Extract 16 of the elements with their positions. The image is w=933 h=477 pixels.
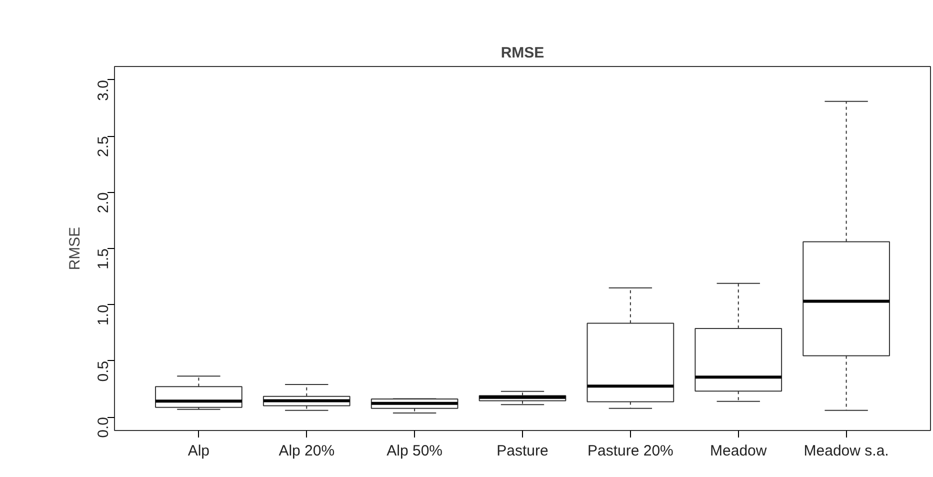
y-tick-label: 1.0 bbox=[95, 304, 112, 326]
y-tick-label: 2.0 bbox=[95, 192, 112, 214]
x-tick-label: Pasture bbox=[496, 442, 548, 460]
y-tick-label: 0.5 bbox=[95, 360, 112, 382]
x-tick-label: Pasture 20% bbox=[587, 442, 674, 460]
y-tick-label: 3.0 bbox=[95, 80, 112, 101]
x-tick-label: Meadow s.a. bbox=[804, 442, 889, 460]
x-tick-label: Alp 50% bbox=[386, 442, 443, 460]
y-axis-title: RMSE bbox=[66, 226, 84, 270]
x-tick-label: Alp bbox=[188, 442, 210, 460]
chart-title: RMSE bbox=[500, 44, 544, 62]
x-tick-label: Alp 20% bbox=[278, 442, 335, 460]
y-tick-label: 2.5 bbox=[95, 136, 112, 158]
y-tick-label: 1.5 bbox=[95, 248, 112, 270]
x-tick-label: Meadow bbox=[710, 442, 767, 460]
y-tick-label: 0.0 bbox=[95, 417, 112, 438]
